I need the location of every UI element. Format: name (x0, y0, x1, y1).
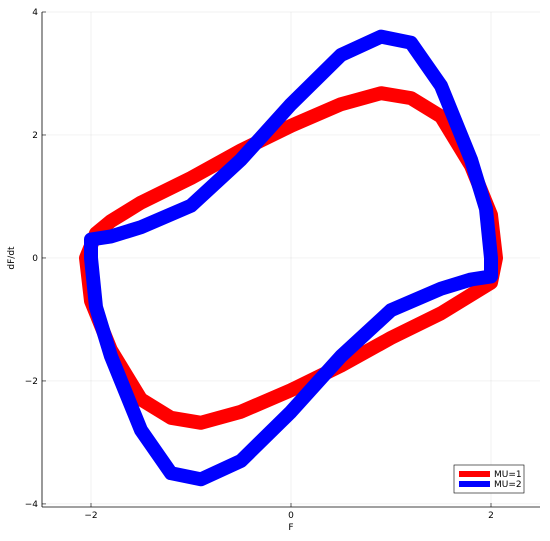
legend-label: MU=1 (494, 470, 522, 480)
series-line (84, 29, 498, 487)
x-tick-label: 0 (288, 511, 294, 521)
x-axis-label: F (288, 523, 293, 533)
legend-box (453, 464, 525, 494)
legend-label: MU=2 (494, 480, 522, 490)
y-tick-label: 2 (32, 131, 38, 141)
x-tick-label: −2 (84, 511, 97, 521)
y-tick-label: 0 (32, 254, 38, 264)
y-tick-label: −2 (25, 377, 38, 387)
y-axis-label: dF/dt (7, 246, 17, 270)
y-tick-label: 4 (32, 8, 38, 18)
y-tick-label: −4 (25, 500, 39, 510)
x-tick-label: 2 (488, 511, 494, 521)
